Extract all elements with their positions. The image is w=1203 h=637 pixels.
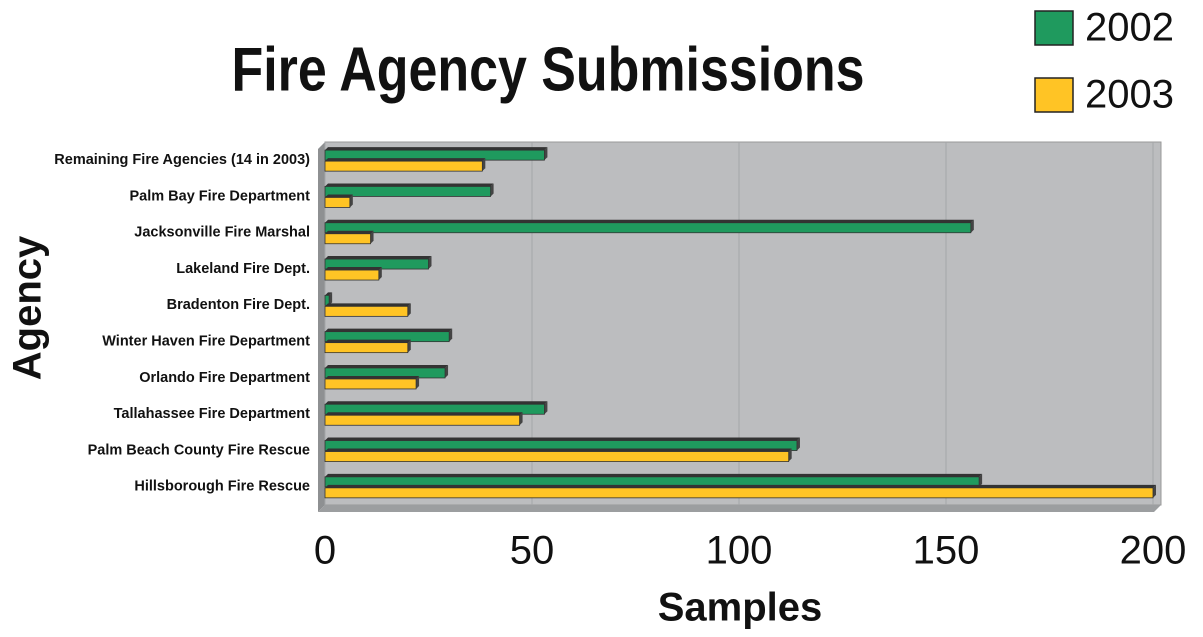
- bar: [324, 160, 483, 172]
- y-tick-label: Jacksonville Fire Marshal: [134, 225, 310, 241]
- x-axis-label: Samples: [658, 586, 823, 630]
- bar-top: [325, 267, 382, 271]
- bar-side: [970, 219, 974, 233]
- bar-top: [325, 448, 792, 452]
- bar-top: [325, 484, 1156, 488]
- y-tick-label: Winter Haven Fire Department: [102, 333, 310, 349]
- legend-swatch: [1034, 10, 1074, 46]
- x-tick-label: 100: [706, 529, 773, 573]
- bar: [324, 378, 417, 390]
- bar-top: [325, 412, 523, 416]
- bar-top: [325, 303, 411, 307]
- x-tick-label: 50: [510, 529, 555, 573]
- bar-top: [325, 230, 374, 234]
- x-tick-label: 150: [913, 529, 980, 573]
- bar: [324, 186, 492, 197]
- bar-side: [544, 401, 548, 415]
- y-tick-label: Lakeland Fire Dept.: [176, 261, 310, 277]
- bar-side: [407, 303, 411, 317]
- bar-top: [325, 375, 420, 379]
- bar-top: [325, 219, 974, 223]
- bar-top: [325, 328, 453, 332]
- legend-label: 2002: [1085, 6, 1174, 50]
- bar-top: [325, 147, 548, 151]
- bar: [324, 222, 972, 234]
- y-tick-label: Palm Beach County Fire Rescue: [88, 442, 310, 458]
- bar-side: [329, 292, 333, 306]
- bar-top: [325, 292, 333, 296]
- bar-top: [325, 183, 494, 187]
- bar-top: [325, 158, 486, 162]
- bar-top: [325, 256, 432, 260]
- bar-side: [519, 412, 523, 426]
- bar: [324, 487, 1154, 499]
- bar-top: [325, 194, 353, 198]
- bar: [324, 414, 520, 426]
- y-tick-label: Palm Bay Fire Department: [129, 188, 310, 204]
- bar-side: [407, 339, 411, 353]
- bar-side: [349, 194, 353, 208]
- bar-top: [325, 401, 548, 405]
- bar: [324, 451, 790, 462]
- bar-side: [482, 158, 486, 172]
- bar-side: [1153, 484, 1156, 498]
- bar: [324, 197, 351, 208]
- legend-label: 2003: [1085, 73, 1174, 117]
- bar-top: [325, 473, 983, 477]
- x-tick-label: 0: [314, 529, 336, 573]
- bar-top: [325, 437, 800, 441]
- bar-side: [788, 448, 792, 462]
- bar-side: [449, 328, 453, 342]
- bar-top: [325, 364, 449, 368]
- chart-title: Fire Agency Submissions: [232, 35, 865, 104]
- bar-side: [428, 256, 432, 270]
- x-tick-label: 200: [1120, 529, 1187, 573]
- bar: [324, 233, 371, 245]
- bar: [324, 305, 409, 317]
- bar-side: [544, 147, 548, 161]
- y-tick-label: Bradenton Fire Dept.: [167, 297, 310, 313]
- bar-top: [325, 339, 411, 343]
- y-tick-label: Orlando Fire Department: [139, 370, 310, 386]
- y-tick-label: Remaining Fire Agencies (14 in 2003): [54, 152, 310, 168]
- bar-side: [378, 267, 382, 281]
- bar: [324, 342, 409, 354]
- floor: [318, 505, 1161, 512]
- bar-side: [370, 230, 374, 244]
- bar-side: [979, 473, 983, 487]
- y-axis-label: Agency: [6, 235, 50, 380]
- y-tick-label: Hillsborough Fire Rescue: [134, 479, 310, 495]
- bar: [324, 269, 380, 281]
- left-wall: [318, 142, 325, 512]
- bar-side: [416, 375, 420, 389]
- legend-swatch: [1034, 77, 1074, 113]
- bar-side: [445, 364, 449, 378]
- bar-side: [490, 183, 494, 197]
- bar-side: [796, 437, 800, 451]
- y-tick-label: Tallahassee Fire Department: [114, 406, 311, 422]
